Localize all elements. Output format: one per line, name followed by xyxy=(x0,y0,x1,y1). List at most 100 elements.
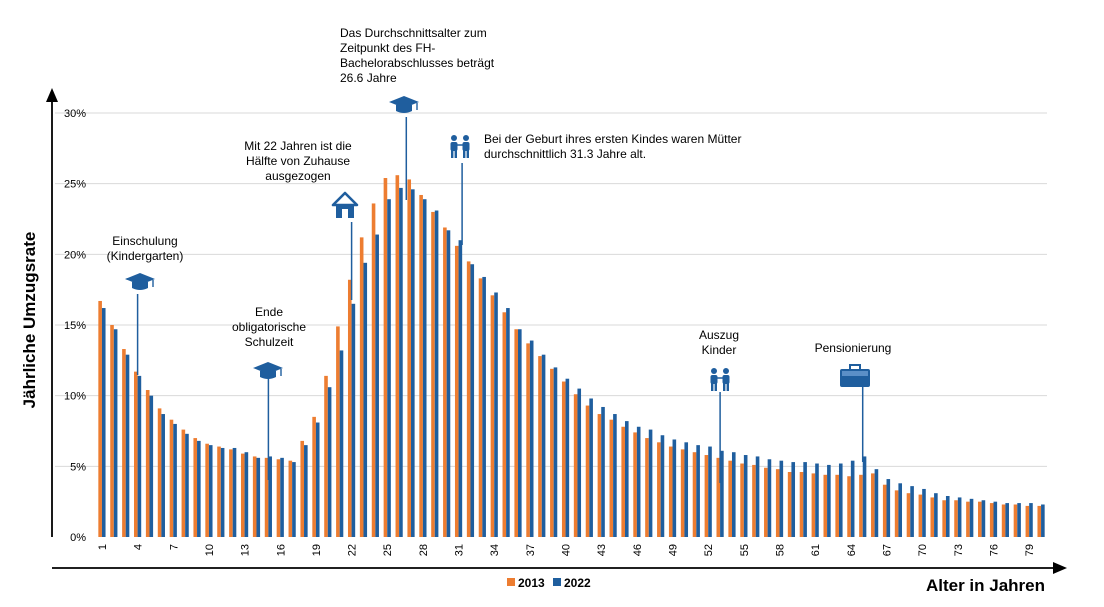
bar-2022 xyxy=(708,446,712,537)
bar-2013 xyxy=(134,371,138,537)
bar-2013 xyxy=(347,279,352,537)
bar-2022 xyxy=(422,199,427,537)
bar-2013 xyxy=(157,408,162,537)
bar-2022 xyxy=(720,450,724,537)
bar-2022 xyxy=(399,187,403,537)
bar-2013 xyxy=(300,440,305,537)
bar-2013 xyxy=(110,325,114,537)
bar-2022 xyxy=(672,439,677,537)
bar-2022 xyxy=(815,463,819,537)
annotation-text-line: obligatorische xyxy=(232,320,306,334)
y-tick-label: 15% xyxy=(64,320,86,332)
bar-2022 xyxy=(934,493,938,537)
annotation-text: Auszug Kinder xyxy=(699,328,739,357)
annotation-text-line: durchschnittlich 31.3 Jahre alt. xyxy=(484,147,646,161)
bar-2013 xyxy=(395,175,400,537)
bar-2013 xyxy=(728,460,732,537)
bar-2013 xyxy=(1037,505,1042,537)
bar-2022 xyxy=(898,483,903,537)
bar-2013 xyxy=(502,312,507,537)
house-icon xyxy=(331,191,359,218)
bar-2013 xyxy=(633,432,637,537)
bar-2022 xyxy=(779,460,784,537)
bar-2022 xyxy=(268,456,272,537)
bar-2022 xyxy=(161,414,165,537)
annotation-text-line: Auszug xyxy=(699,328,739,342)
y-axis-arrow xyxy=(46,88,58,102)
annotation-kinder: Auszug Kinder xyxy=(699,328,739,483)
bar-2013 xyxy=(478,278,483,537)
x-tick-label: 70 xyxy=(917,544,929,556)
bar-2013 xyxy=(752,464,756,537)
graduation-cap-icon xyxy=(253,362,283,379)
x-tick-label: 73 xyxy=(953,544,965,556)
bar-2022 xyxy=(375,234,379,538)
bar-2013 xyxy=(621,426,625,537)
bar-2022 xyxy=(327,387,332,537)
bar-2022 xyxy=(613,414,617,537)
bar-2022 xyxy=(767,459,772,537)
bar-2013 xyxy=(704,455,709,537)
annotation-geburt: Bei der Geburt ihres ersten Kindes waren… xyxy=(450,132,741,245)
bar-2013 xyxy=(882,484,887,537)
annotation-schulzeit: Ende obligatorische Schulzeit xyxy=(232,305,306,480)
bar-2013 xyxy=(930,497,935,537)
annotation-text-line: Zeitpunkt des FH- xyxy=(340,41,435,55)
bar-2022 xyxy=(256,457,261,537)
bar-2022 xyxy=(446,230,451,537)
bar-2022 xyxy=(292,462,296,537)
bar-2013 xyxy=(443,227,447,538)
bar-2022 xyxy=(684,442,689,537)
bar-2013 xyxy=(383,178,388,537)
bar-2022 xyxy=(850,460,855,537)
bar-2022 xyxy=(743,455,748,537)
bar-2013 xyxy=(454,245,459,537)
bar-2022 xyxy=(636,426,641,537)
bar-2013 xyxy=(954,500,958,537)
annotation-text-line: Das Durchschnittsalter zum xyxy=(340,26,487,40)
bar-2013 xyxy=(217,446,221,537)
bar-2022 xyxy=(458,240,463,537)
bar-2022 xyxy=(993,501,998,537)
annotation-text: Ende obligatorische Schulzeit xyxy=(232,305,306,349)
bar-2022 xyxy=(482,276,486,537)
legend: 2013 2022 xyxy=(507,576,591,590)
bar-2013 xyxy=(871,473,875,537)
bar-2022 xyxy=(791,462,796,537)
legend-swatch-2022 xyxy=(553,578,561,586)
x-tick-label: 52 xyxy=(703,544,715,556)
bar-2013 xyxy=(597,414,602,537)
annotation-text: Pensionierung xyxy=(815,341,892,355)
bar-2022 xyxy=(910,486,914,537)
bar-2013 xyxy=(359,237,364,537)
bar-2022 xyxy=(660,435,665,537)
bar-2022 xyxy=(351,303,356,537)
bar-2013 xyxy=(657,442,661,537)
bar-2022 xyxy=(518,329,522,537)
bar-2013 xyxy=(799,471,804,537)
x-tick-label: 67 xyxy=(882,544,894,556)
annotation-text-line: 26.6 Jahre xyxy=(340,71,397,85)
y-tick-label: 25% xyxy=(64,179,86,191)
annotation-einschulung: Einschulung (Kindergarten) xyxy=(107,234,183,375)
bar-2022 xyxy=(577,388,582,537)
bar-2013 xyxy=(1025,505,1030,537)
legend-label-2022: 2022 xyxy=(564,576,591,590)
bar-2013 xyxy=(645,438,649,537)
annotation-text-line: Kinder xyxy=(702,343,737,357)
bar-2013 xyxy=(823,474,828,537)
bar-2013 xyxy=(978,501,982,537)
bar-2022 xyxy=(565,378,570,537)
bar-2022 xyxy=(981,500,986,537)
annotation-text-line: Ende xyxy=(255,305,283,319)
bar-2022 xyxy=(280,457,284,537)
family-icon xyxy=(450,135,470,158)
annotation-text: Mit 22 Jahren ist die Hälfte von Zuhause a… xyxy=(244,139,352,183)
bar-2022 xyxy=(601,406,605,537)
bar-2013 xyxy=(181,429,186,537)
x-tick-label: 64 xyxy=(846,544,858,556)
bar-2022 xyxy=(886,479,891,537)
bar-2013 xyxy=(668,446,673,537)
bar-2013 xyxy=(145,390,150,537)
